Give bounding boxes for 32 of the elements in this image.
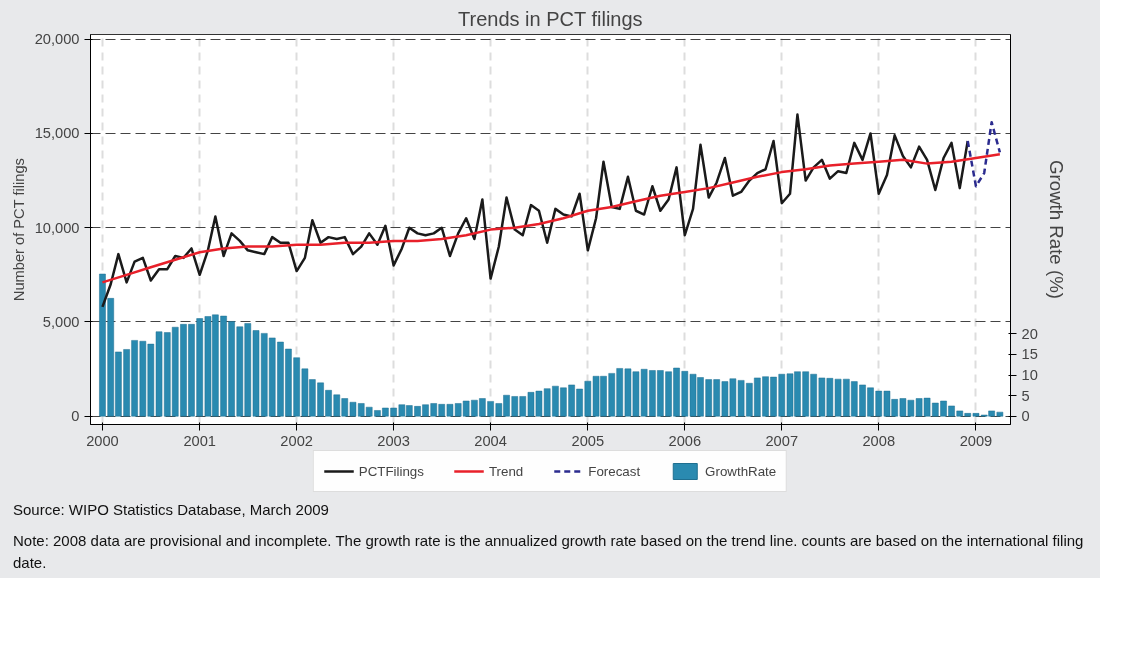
x-tick-label: 2007 [765, 432, 799, 449]
legend-label: Trend [488, 463, 524, 479]
y2-tick-label: 10 [1021, 367, 1038, 384]
x-tick-label: 2009 [959, 432, 993, 449]
legend-label: PCTFilings [358, 463, 424, 479]
source-note: Source: WIPO Statistics Database, March 2009 [13, 500, 329, 520]
y-tick-label: 15,000 [34, 125, 80, 142]
x-tick-label: 2002 [280, 432, 313, 449]
text: Note: 2008 data are provisional and incomplete. The growth rate is the annualized growth rate based on the trend line. counts are based on the international filing date. [13, 531, 1085, 573]
y2-axis-title: Growth Rate (%) [1045, 160, 1067, 299]
x-tick-label: 2005 [571, 432, 605, 449]
line-series [101, 113, 969, 309]
y-tick-label: 20,000 [34, 31, 80, 48]
x-tick-label: 2006 [668, 432, 702, 449]
y2-tick-label: 0 [1021, 408, 1030, 425]
x-tick-label: 2004 [474, 432, 507, 449]
line-series [966, 120, 1002, 188]
y2-tick-label: 5 [1021, 387, 1030, 404]
legend-label: GrowthRate [705, 463, 777, 479]
y2-tick-label: 15 [1021, 346, 1038, 363]
line-series [101, 152, 1002, 284]
x-tick-label: 2003 [377, 432, 410, 449]
chart-title: Trends in PCT filings [458, 7, 643, 30]
legend-label: Forecast [588, 463, 641, 479]
x-tick-label: 2008 [862, 432, 896, 449]
y-tick-label: 10,000 [34, 219, 80, 236]
x-tick-label: 2001 [183, 432, 216, 449]
y-tick-label: 0 [71, 408, 80, 425]
y-tick-label: 5,000 [42, 313, 80, 330]
x-tick-label: 2000 [86, 432, 119, 449]
y2-tick-label: 20 [1021, 325, 1038, 342]
y-axis-title: Number of PCT filings [10, 158, 27, 302]
